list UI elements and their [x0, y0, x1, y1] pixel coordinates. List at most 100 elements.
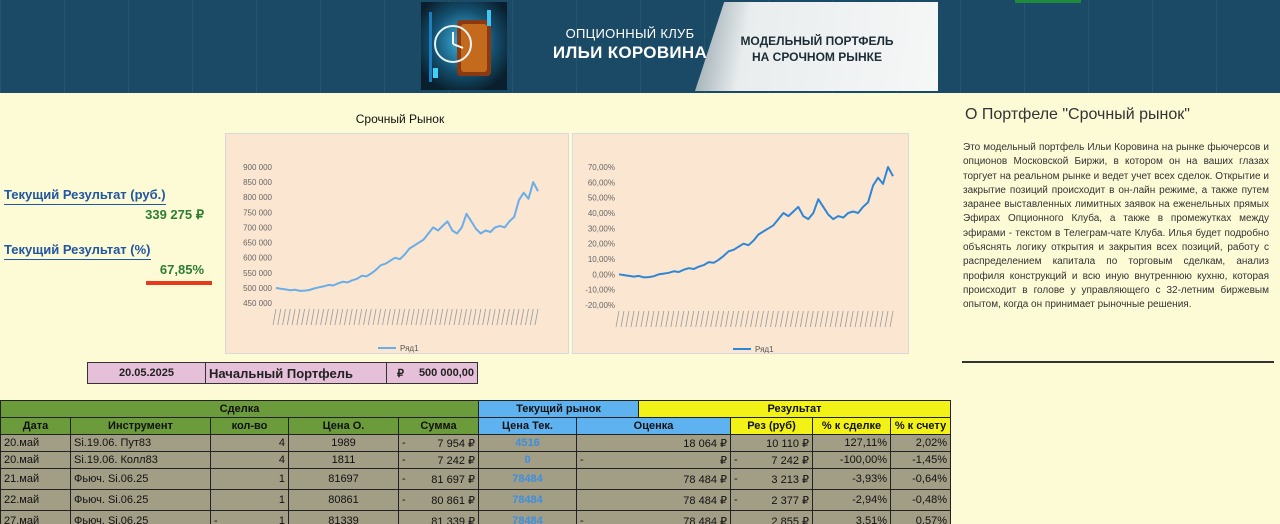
- y-tick-label: 700 000: [243, 223, 272, 232]
- y-tick-label: 40,00%: [588, 209, 615, 218]
- cell-sum[interactable]: - 7 954 ₽: [398, 434, 479, 452]
- cell-pct-deal[interactable]: 127,11%: [812, 434, 891, 452]
- cell-date[interactable]: 20.май: [0, 451, 71, 469]
- x-tick-mark: [501, 308, 506, 326]
- x-tick-mark: [405, 308, 410, 326]
- table-row[interactable]: 20.май Si.19.06. Пут83 4 1989- 7 954 ₽4516 18…: [0, 434, 951, 452]
- x-tick-mark: [685, 310, 690, 328]
- y-tick-label: 900 000: [243, 163, 272, 172]
- x-tick-mark: [740, 310, 744, 328]
- cell-date[interactable]: 21.май: [0, 468, 71, 490]
- cell-sum[interactable]: 81 339 ₽: [398, 510, 479, 524]
- chart-rub-svg: 900 000 850 000 800 000 750 000 700 000 650 0…: [243, 163, 539, 353]
- cell-qty[interactable]: 1: [210, 489, 289, 511]
- cell-eval[interactable]: 18 064 ₽: [576, 434, 731, 452]
- cell-instrument[interactable]: Si.19.06. Колл83: [70, 451, 211, 469]
- x-tick-mark: [410, 308, 415, 326]
- x-tick-mark: [789, 310, 794, 328]
- cell-res[interactable]: - 3 213 ₽: [730, 468, 813, 490]
- cell-instrument[interactable]: Фьюч. Si.06.25: [70, 468, 211, 490]
- y-tick-label: 70,00%: [588, 163, 615, 172]
- start-date-cell[interactable]: 20.05.2025: [87, 362, 206, 384]
- start-label-cell[interactable]: Начальный Портфель: [205, 362, 387, 384]
- chart-rub[interactable]: 900 000 850 000 800 000 750 000 700 000 650 0…: [225, 133, 569, 354]
- x-tick-mark: [477, 308, 482, 326]
- cell-res[interactable]: 2 855 ₽: [730, 510, 813, 524]
- cell-cur-price[interactable]: 4516: [478, 434, 577, 452]
- cell-pct-acc[interactable]: -0,64%: [890, 468, 951, 490]
- result-pct-value[interactable]: 67,85%: [159, 262, 204, 277]
- cell-date[interactable]: 27.май: [0, 510, 71, 524]
- cell-instrument[interactable]: Фьюч. Si.06.25: [70, 510, 211, 524]
- table-row[interactable]: 21.май Фьюч. Si.06.25 1 81697-81 697 ₽78484…: [0, 468, 951, 490]
- x-tick-mark: [640, 310, 645, 328]
- cell-open-price[interactable]: 81339: [288, 510, 399, 524]
- cell-eval[interactable]: - 78 484 ₽: [576, 510, 731, 524]
- table-row[interactable]: 27.май Фьюч. Si.06.25-1 81339 81 339 ₽78484…: [0, 510, 951, 524]
- cell-cur-price[interactable]: 78484: [478, 468, 577, 490]
- table-row[interactable]: 20.май Si.19.06. Колл83 4 1811-7 242 ₽0- ₽ -7…: [0, 451, 951, 469]
- cell-open-price[interactable]: 81697: [288, 468, 399, 490]
- cell-instrument[interactable]: Si.19.06. Пут83: [70, 434, 211, 452]
- group-deal: Сделка: [0, 400, 479, 418]
- cell-res[interactable]: - 2 377 ₽: [730, 489, 813, 511]
- cell-qty[interactable]: -1: [210, 510, 289, 524]
- result-rub-value[interactable]: 339 275 ₽: [145, 207, 204, 222]
- cell-pct-acc[interactable]: -0,48%: [890, 489, 951, 511]
- x-tick-mark: [391, 308, 396, 326]
- start-amount-cell[interactable]: ₽ 500 000,00: [386, 362, 478, 384]
- group-market: Текущий рынок: [478, 400, 639, 418]
- x-tick-mark: [496, 308, 501, 326]
- cell-sum[interactable]: - 81 697 ₽: [398, 468, 479, 490]
- cell-pct-acc[interactable]: 0,57%: [890, 510, 951, 524]
- x-tick-mark: [804, 310, 809, 328]
- cell-pct-deal[interactable]: 3,51%: [812, 510, 891, 524]
- cell-open-price[interactable]: 1811: [288, 451, 399, 469]
- cell-pct-deal[interactable]: -100,00%: [812, 451, 891, 469]
- table-row[interactable]: 22.май Фьюч. Si.06.25 1 80861-80 861 ₽78484…: [0, 489, 951, 511]
- cell-eval[interactable]: 78 484 ₽: [576, 468, 731, 490]
- cell-pct-deal[interactable]: -2,94%: [812, 489, 891, 511]
- cell-pct-deal[interactable]: -3,93%: [812, 468, 891, 490]
- cell-res[interactable]: - 7 242 ₽: [730, 451, 813, 469]
- cell-qty[interactable]: 1: [210, 468, 289, 490]
- x-tick-mark: [525, 308, 529, 326]
- x-tick-mark: [486, 308, 491, 326]
- x-tick-mark: [849, 310, 854, 328]
- cell-cur-price[interactable]: 78484: [478, 510, 577, 524]
- cell-res[interactable]: 10 110 ₽: [730, 434, 813, 452]
- cell-eval[interactable]: 78 484 ₽: [576, 489, 731, 511]
- eval-value: ₽: [720, 454, 727, 467]
- cell-instrument[interactable]: Фьюч. Si.06.25: [70, 489, 211, 511]
- club-logo: [421, 2, 507, 90]
- cell-open-price[interactable]: 1989: [288, 434, 399, 452]
- cell-qty[interactable]: 4: [210, 451, 289, 469]
- eval-value: 78 484 ₽: [683, 515, 727, 524]
- cell-open-price[interactable]: 80861: [288, 489, 399, 511]
- cell-date[interactable]: 20.май: [0, 434, 71, 452]
- cell-pct-acc[interactable]: -1,45%: [890, 451, 951, 469]
- x-tick-mark: [358, 308, 363, 326]
- cell-sum[interactable]: - 7 242 ₽: [398, 451, 479, 469]
- cell-pct-acc[interactable]: 2,02%: [890, 434, 951, 452]
- x-tick-mark: [760, 310, 764, 328]
- cell-eval[interactable]: - ₽: [576, 451, 731, 469]
- y-tick-label: 450 000: [243, 299, 272, 308]
- x-tick-mark: [310, 308, 315, 326]
- cell-cur-price[interactable]: 78484: [478, 489, 577, 511]
- cell-date[interactable]: 22.май: [0, 489, 71, 511]
- series-line: [275, 181, 539, 292]
- cell-sum[interactable]: - 80 861 ₽: [398, 489, 479, 511]
- x-tick-mark: [645, 310, 650, 328]
- sum-prefix: -: [402, 436, 406, 449]
- y-tick-label: 800 000: [243, 193, 272, 202]
- start-date: 20.05.2025: [118, 367, 175, 379]
- x-tick-mark: [329, 308, 334, 326]
- x-tick-mark: [520, 308, 525, 326]
- x-tick-mark: [363, 308, 367, 326]
- x-tick-mark: [463, 308, 467, 326]
- cell-qty[interactable]: 4: [210, 434, 289, 452]
- x-tick-mark: [272, 308, 277, 326]
- cell-cur-price[interactable]: 0: [478, 451, 577, 469]
- chart-pct[interactable]: 70,00% 60,00% 50,00% 40,00% 30,00% 20,00% 10,0…: [572, 133, 909, 354]
